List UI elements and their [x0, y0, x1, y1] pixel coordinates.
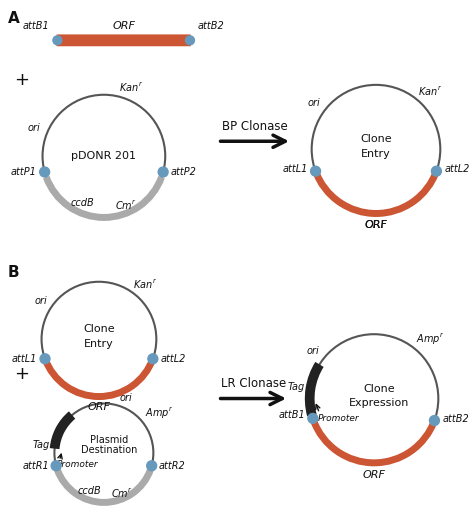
Text: attR2: attR2 — [159, 461, 185, 471]
Text: $Cm^r$: $Cm^r$ — [115, 199, 137, 212]
Text: Promoter: Promoter — [318, 414, 359, 423]
Text: $Kan^r$: $Kan^r$ — [119, 81, 144, 94]
Circle shape — [40, 354, 50, 364]
Text: ORF: ORF — [88, 402, 110, 413]
Circle shape — [158, 167, 168, 177]
Circle shape — [310, 166, 320, 176]
Text: Promoter: Promoter — [56, 460, 98, 469]
Text: Entry: Entry — [84, 339, 114, 349]
Text: $Kan^r$: $Kan^r$ — [418, 85, 442, 98]
Text: Tag: Tag — [32, 440, 49, 450]
Text: $Amp^r$: $Amp^r$ — [416, 332, 444, 347]
Text: $Cm^r$: $Cm^r$ — [111, 487, 133, 500]
Text: Entry: Entry — [361, 149, 391, 159]
Text: ori: ori — [307, 346, 320, 356]
Text: Clone: Clone — [363, 384, 395, 393]
Circle shape — [148, 354, 158, 364]
Text: pDONR 201: pDONR 201 — [72, 151, 137, 161]
Circle shape — [308, 414, 318, 424]
Text: Clone: Clone — [83, 324, 115, 334]
Text: ccdB: ccdB — [77, 486, 101, 496]
Circle shape — [147, 461, 156, 471]
Text: attR1: attR1 — [22, 461, 49, 471]
Text: attP2: attP2 — [171, 167, 197, 177]
Text: $Amp^r$: $Amp^r$ — [145, 405, 173, 420]
Text: Clone: Clone — [360, 134, 392, 144]
Text: +: + — [14, 71, 29, 89]
Text: LR Clonase: LR Clonase — [221, 377, 286, 390]
Text: ORF: ORF — [363, 470, 385, 480]
Circle shape — [51, 461, 61, 471]
Text: attL1: attL1 — [282, 164, 308, 174]
Circle shape — [53, 36, 62, 45]
Circle shape — [431, 166, 441, 176]
Text: Destination: Destination — [81, 445, 137, 455]
Text: attL2: attL2 — [161, 354, 186, 364]
Text: ORF: ORF — [112, 21, 135, 32]
Circle shape — [185, 36, 194, 45]
Text: Tag: Tag — [288, 381, 305, 392]
Text: ORF: ORF — [365, 221, 387, 230]
Text: attB1: attB1 — [23, 21, 49, 32]
Text: Plasmid: Plasmid — [90, 435, 128, 445]
Text: attP1: attP1 — [11, 167, 36, 177]
Text: ccdB: ccdB — [70, 198, 94, 208]
Circle shape — [40, 167, 50, 177]
Text: attB2: attB2 — [198, 21, 225, 32]
Text: ORF: ORF — [365, 221, 387, 230]
Text: ori: ori — [27, 123, 40, 133]
Text: BP Clonase: BP Clonase — [222, 120, 288, 133]
FancyBboxPatch shape — [56, 34, 191, 46]
Text: attB1: attB1 — [278, 411, 305, 420]
Text: $Kan^r$: $Kan^r$ — [133, 278, 157, 291]
Text: ori: ori — [34, 296, 47, 306]
Text: B: B — [8, 265, 19, 280]
Text: attL2: attL2 — [444, 164, 470, 174]
Text: ori: ori — [308, 98, 321, 108]
Text: Expression: Expression — [349, 399, 409, 408]
Text: +: + — [14, 365, 29, 383]
Text: A: A — [8, 11, 19, 25]
Circle shape — [429, 416, 439, 426]
Text: attB2: attB2 — [442, 414, 469, 424]
Text: ori: ori — [119, 393, 132, 403]
Text: attL1: attL1 — [12, 354, 37, 364]
